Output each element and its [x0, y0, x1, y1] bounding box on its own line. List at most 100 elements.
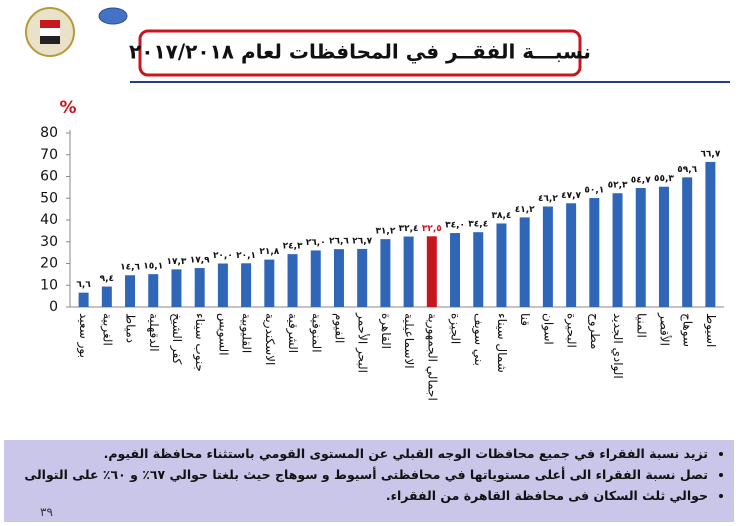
y-tick-label: 30	[40, 234, 58, 250]
data-label: ٩,٤	[100, 274, 114, 284]
bar	[194, 268, 205, 307]
y-tick-label: 60	[40, 169, 58, 185]
bar	[542, 206, 553, 307]
title-box	[138, 29, 582, 77]
data-label: ١٥,١	[143, 262, 163, 272]
data-label: ١٧,٣	[167, 257, 187, 267]
bar	[333, 249, 344, 307]
data-label: ٥٤,٧	[631, 176, 651, 186]
page-number: ٣٩	[40, 505, 53, 519]
x-tick-label: شمال سيناء	[495, 313, 509, 373]
bar	[310, 250, 321, 307]
bar	[403, 236, 414, 307]
bar	[217, 263, 228, 307]
x-tick-label: اسوان	[540, 313, 555, 345]
x-tick-label: المنيا	[634, 313, 648, 338]
data-label: ٣٤,٠	[445, 221, 465, 231]
logo	[25, 7, 75, 57]
bar	[426, 236, 437, 307]
bar	[566, 203, 577, 307]
x-tick-label: الجيزة	[448, 313, 463, 344]
bar	[589, 198, 600, 307]
x-tick-label: الأقصر	[656, 312, 672, 346]
data-label: ٢٠,٠	[213, 251, 233, 261]
x-tick-label: الاسماعيلية	[402, 313, 416, 369]
x-tick-label: المنوفية	[308, 313, 323, 353]
bar	[125, 275, 136, 307]
data-label: ٢٦,٠	[306, 238, 326, 248]
data-label: ٥٩,٦	[677, 165, 697, 175]
bar	[380, 239, 391, 307]
x-tick-label: سوهاج	[680, 313, 695, 347]
x-tick-label: الفيوم	[331, 313, 346, 343]
bar	[635, 188, 646, 307]
data-label: ٤١,٢	[515, 205, 535, 215]
bar	[264, 259, 275, 307]
notes-panel: تزيد نسبة الفقراء في جميع محافظات الوجه …	[4, 440, 734, 522]
x-tick-label: كفر الشيخ	[169, 313, 184, 365]
bar	[241, 263, 252, 307]
data-label: ٤٦,٢	[538, 194, 558, 204]
data-label: ٢٠,١	[236, 251, 256, 261]
bar	[450, 233, 461, 307]
y-tick-label: 20	[40, 256, 58, 272]
y-tick-label: 80	[40, 125, 58, 141]
data-label: ٢٤,٣	[283, 242, 303, 252]
data-label: ٥٥,٣	[654, 174, 674, 184]
y-unit: %	[59, 98, 76, 118]
data-label: ٢٦,٧	[352, 236, 372, 246]
y-tick-label: 0	[49, 299, 58, 315]
bar	[357, 248, 368, 307]
bar	[148, 274, 159, 307]
x-tick-label: اجمالي الجمهورية	[424, 313, 439, 401]
data-label: ١٤,٦	[120, 263, 140, 273]
x-tick-label: الغربية	[99, 313, 114, 346]
x-tick-label: الدقهلية	[147, 313, 161, 352]
x-tick-label: الاسكندرية	[262, 313, 277, 365]
x-tick-label: السويس	[215, 313, 230, 356]
badge	[98, 7, 128, 25]
bar	[473, 232, 484, 307]
data-label: ٥٠,١	[584, 186, 604, 196]
bar	[171, 269, 182, 307]
y-tick-label: 70	[40, 147, 58, 163]
data-label: ٣٨,٤	[492, 211, 512, 221]
bar	[612, 193, 623, 307]
data-label: ٢١,٨	[259, 247, 279, 257]
bar	[682, 177, 693, 307]
x-tick-label: مطروح	[587, 313, 602, 349]
note: تصل نسبة الفقراء الى أعلى مستوياتها في م…	[12, 464, 708, 485]
x-tick-label: القليوبية	[239, 313, 254, 353]
y-tick-label: 40	[40, 212, 58, 228]
data-label: ١٧,٩	[190, 256, 210, 266]
bar	[519, 217, 530, 307]
x-tick-label: قنا	[518, 313, 532, 326]
data-label: ٣٤,٤	[468, 220, 488, 230]
data-label: ٣١,٢	[375, 227, 395, 237]
x-tick-label: دمياط	[124, 313, 138, 343]
bar	[496, 223, 507, 307]
x-tick-label: البحيرة	[564, 313, 579, 348]
bar	[78, 292, 89, 307]
data-label: ٦٦,٧	[700, 149, 720, 159]
x-tick-label: الوادي الجديد	[610, 313, 625, 379]
x-tick-label: بني سويف	[471, 313, 486, 366]
data-label: ٢٦,٦	[329, 237, 349, 247]
y-tick-label: 10	[40, 277, 58, 293]
note: تزيد نسبة الفقراء في جميع محافظات الوجه …	[12, 443, 708, 464]
x-tick-label: الشرقية	[285, 313, 300, 353]
data-label: ٦,٦	[76, 280, 91, 290]
x-tick-label: بور سعيد	[76, 313, 91, 358]
data-label: ٤٧,٧	[561, 191, 581, 201]
bar	[705, 161, 716, 307]
y-tick-label: 50	[40, 190, 58, 206]
data-label: ٥٢,٣	[608, 181, 628, 191]
data-label: ٣٢,٤	[399, 224, 419, 234]
note: حوالي ثلث السكان فى محافظة القاهرة من ال…	[12, 485, 708, 506]
x-tick-label: القاهرة	[378, 313, 393, 349]
chart-title: نسبـــة الفقــر في المحافظات لعام ٢٠١٧/٢…	[129, 40, 591, 65]
data-label: ٣٢,٥	[422, 224, 442, 234]
bar	[287, 254, 298, 307]
